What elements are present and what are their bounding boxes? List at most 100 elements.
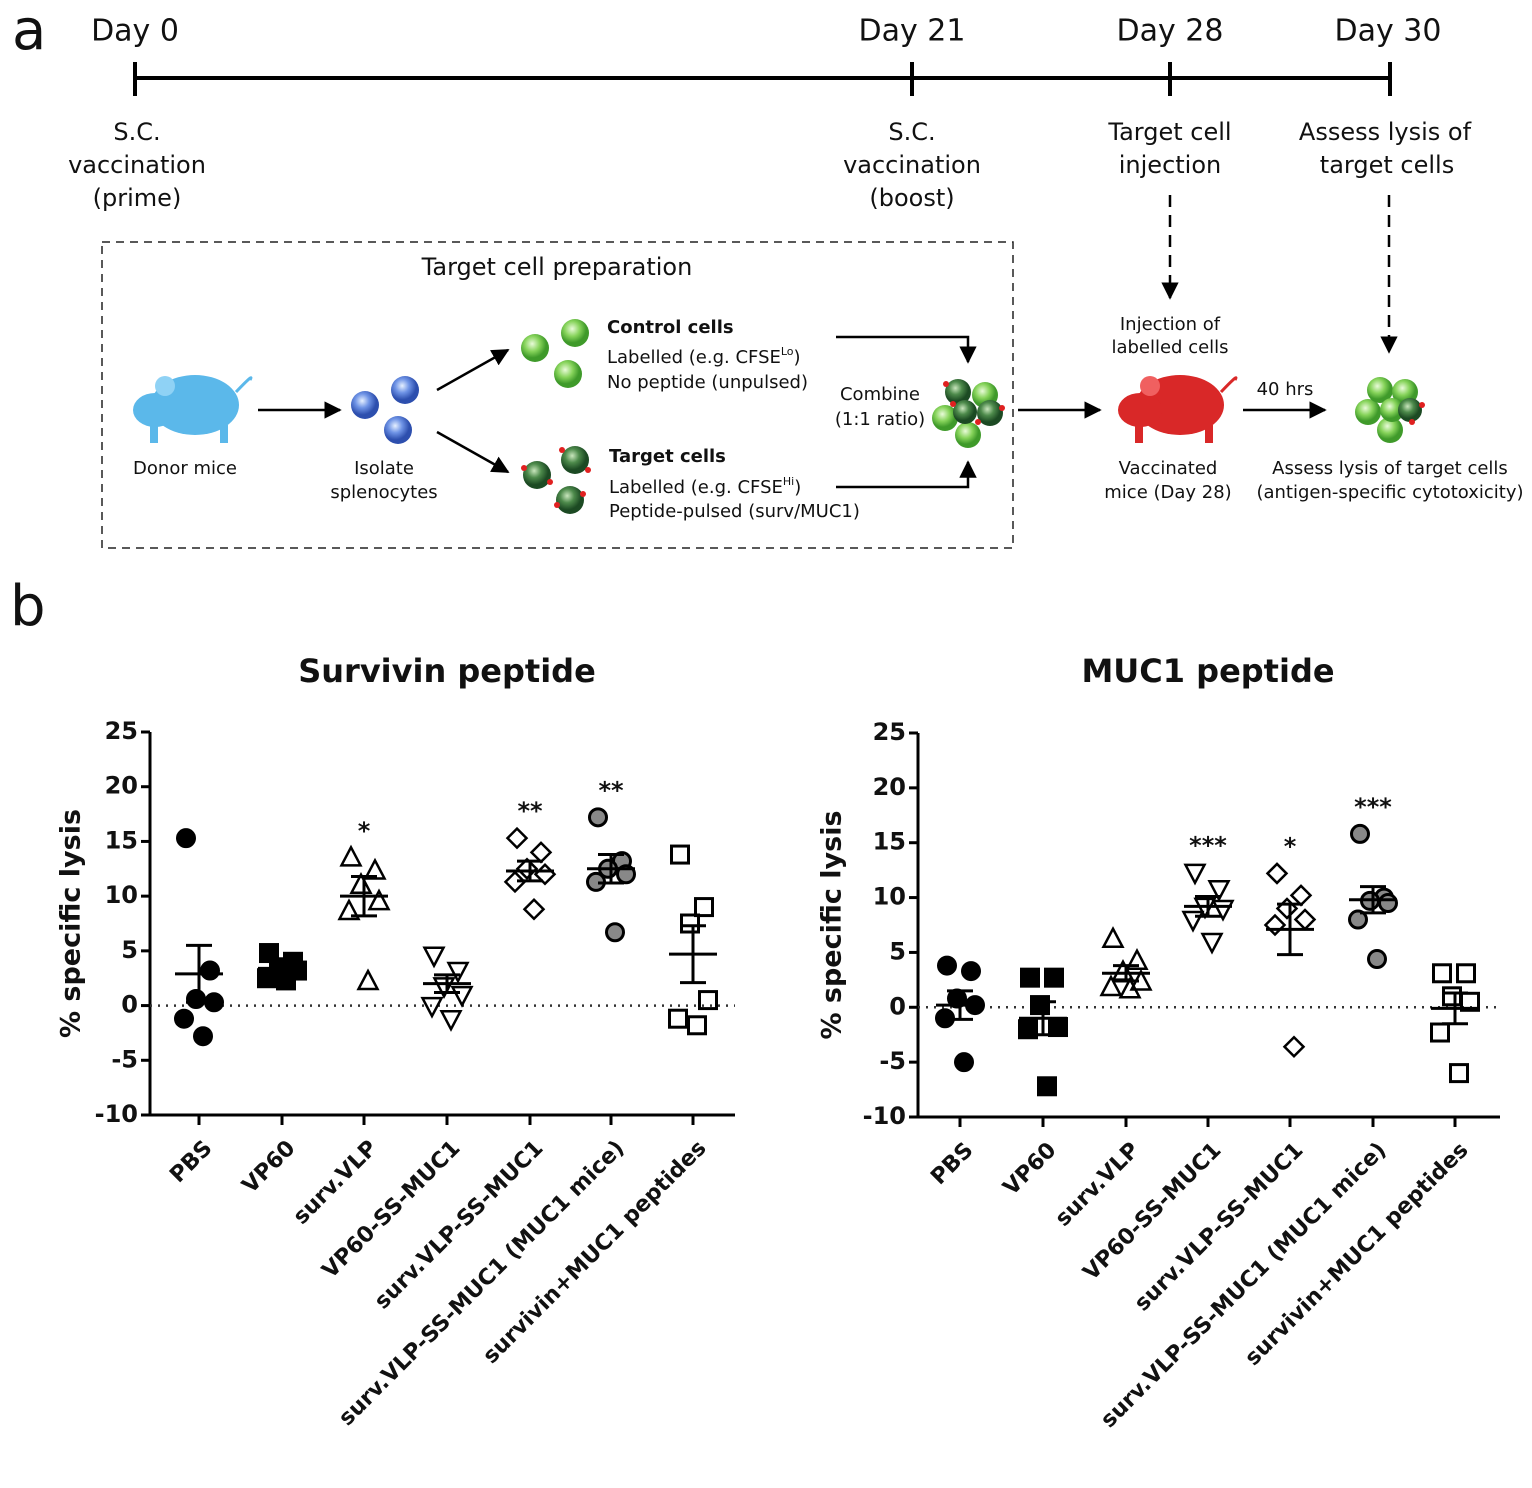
timeline-ticks bbox=[133, 62, 1392, 96]
data-point bbox=[1282, 1035, 1306, 1059]
data-point bbox=[515, 857, 539, 881]
vaccinated-label: Vaccinated bbox=[1119, 458, 1218, 479]
data-point bbox=[1449, 1063, 1469, 1084]
data-point bbox=[503, 870, 527, 894]
data-point bbox=[1293, 908, 1317, 931]
data-point bbox=[687, 1015, 707, 1036]
event: (prime) bbox=[93, 184, 182, 212]
target-label: Labelled (e.g. CFSEHi) bbox=[609, 475, 801, 498]
y-axis-label: % specific lysis bbox=[817, 810, 848, 1039]
control-label: Labelled (e.g. CFSELo) bbox=[607, 345, 801, 368]
data-point bbox=[450, 985, 474, 1008]
data-point bbox=[1348, 909, 1368, 930]
target-detail: Peptide-pulsed (surv/MUC1) bbox=[609, 501, 860, 522]
data-point bbox=[505, 826, 529, 850]
y-tick-label: -10 bbox=[863, 1102, 906, 1130]
x-tick-label: VP60-SS-MUC1 bbox=[318, 1136, 466, 1284]
data-point bbox=[1207, 880, 1231, 902]
x-tick-label: PBS bbox=[165, 1136, 217, 1188]
data-point bbox=[1350, 823, 1370, 844]
y-axis-label: % specific lysis bbox=[56, 809, 87, 1038]
chart-title: MUC1 peptide bbox=[1081, 652, 1334, 690]
data-point bbox=[1430, 1022, 1450, 1043]
significance: * bbox=[1284, 832, 1297, 860]
x-tick-label: VP60 bbox=[999, 1138, 1062, 1201]
event: Target cell bbox=[1107, 118, 1231, 146]
donor-mouse bbox=[133, 375, 253, 443]
vaccinated-mouse bbox=[1118, 375, 1238, 443]
day-label: Day 21 bbox=[859, 14, 966, 49]
data-point bbox=[1456, 963, 1476, 984]
data-point bbox=[588, 807, 608, 828]
data-point bbox=[176, 828, 196, 849]
data-point bbox=[1101, 926, 1125, 949]
injection-label: labelled cells bbox=[1111, 337, 1228, 358]
target-title: Target cells bbox=[609, 446, 726, 467]
data-point bbox=[200, 960, 220, 981]
data-point bbox=[186, 989, 206, 1010]
assess-label: (antigen-specific cytotoxicity) bbox=[1256, 482, 1523, 503]
data-point bbox=[439, 1009, 463, 1032]
panel-label: b bbox=[10, 574, 46, 639]
y-tick-label: -10 bbox=[95, 1100, 138, 1128]
prep-title: Target cell preparation bbox=[421, 253, 693, 281]
data-point bbox=[937, 955, 957, 976]
event: vaccination bbox=[68, 151, 206, 179]
data-point bbox=[446, 961, 470, 984]
day-label: Day 30 bbox=[1335, 14, 1442, 49]
event: injection bbox=[1119, 151, 1221, 179]
vaccinated-label: mice (Day 28) bbox=[1104, 482, 1231, 503]
y-tick-label: 20 bbox=[873, 773, 906, 801]
y-tick-label: -5 bbox=[879, 1047, 906, 1075]
data-point bbox=[1442, 986, 1462, 1007]
data-point bbox=[276, 970, 296, 991]
y-tick-label: 25 bbox=[873, 718, 906, 746]
data-point bbox=[1181, 910, 1205, 933]
data-point bbox=[174, 1008, 194, 1029]
control-title: Control cells bbox=[607, 317, 734, 338]
arrow bbox=[436, 348, 510, 392]
data-point bbox=[1289, 884, 1313, 907]
data-point bbox=[694, 897, 714, 918]
data-point bbox=[954, 1052, 974, 1073]
chart-title: Survivin peptide bbox=[298, 652, 596, 690]
data-point bbox=[422, 946, 446, 969]
day-label: Day 0 bbox=[91, 14, 179, 49]
isolate-label: Isolate bbox=[354, 458, 414, 479]
y-tick-label: 25 bbox=[105, 717, 138, 745]
target-cells bbox=[521, 446, 591, 514]
x-tick-label: VP60-SS-MUC1 bbox=[1079, 1138, 1227, 1286]
data-point bbox=[363, 857, 387, 880]
event: vaccination bbox=[843, 151, 981, 179]
data-point bbox=[1020, 967, 1040, 988]
significance: *** bbox=[1189, 831, 1227, 859]
control-cells bbox=[521, 319, 589, 388]
data-point bbox=[1037, 1076, 1057, 1097]
data-point bbox=[698, 990, 718, 1011]
splenocytes bbox=[351, 376, 419, 444]
significance: *** bbox=[1354, 793, 1392, 821]
assess-label: Assess lysis of target cells bbox=[1272, 458, 1508, 479]
significance: ** bbox=[517, 797, 543, 825]
event: target cells bbox=[1320, 151, 1454, 179]
significance: * bbox=[358, 817, 371, 845]
day-label: Day 28 bbox=[1117, 14, 1224, 49]
x-tick-label: surv.VLP-SS-MUC1 bbox=[1130, 1138, 1309, 1317]
data-point bbox=[367, 888, 391, 911]
data-point bbox=[1048, 1017, 1068, 1038]
donor-label: Donor mice bbox=[133, 458, 237, 479]
data-point bbox=[1378, 893, 1398, 914]
data-point bbox=[1432, 963, 1452, 984]
data-point bbox=[1211, 899, 1235, 922]
data-point bbox=[432, 977, 456, 1000]
combined-cells bbox=[932, 379, 1005, 448]
arrow bbox=[836, 460, 977, 489]
x-tick-label: VP60 bbox=[238, 1136, 301, 1199]
data-point bbox=[605, 922, 625, 943]
data-point bbox=[529, 841, 553, 864]
y-tick-label: 20 bbox=[105, 772, 138, 800]
data-point bbox=[1265, 862, 1289, 885]
y-tick-label: 15 bbox=[873, 828, 906, 856]
combine-label: Combine bbox=[840, 384, 920, 405]
